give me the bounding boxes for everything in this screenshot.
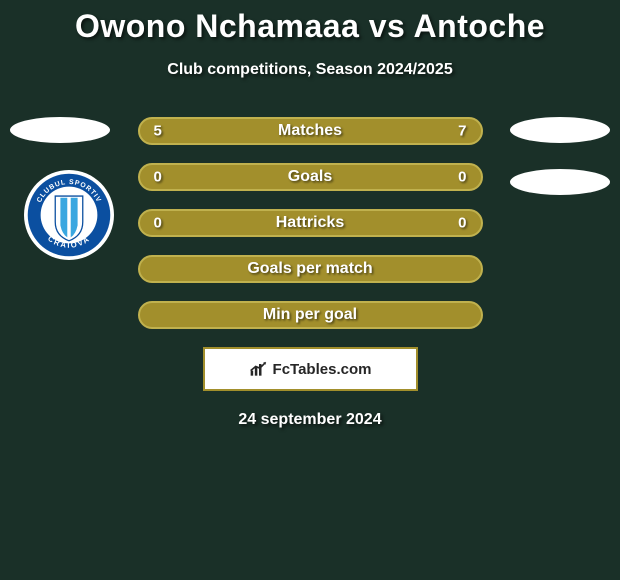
attribution-text: FcTables.com [273,361,372,378]
subtitle: Club competitions, Season 2024/2025 [0,61,620,79]
stat-value-left: 5 [154,123,162,140]
attribution-badge: FcTables.com [203,347,418,391]
stat-label: Min per goal [263,306,357,324]
page-title: Owono Nchamaaa vs Antoche [0,8,620,45]
club-badge: CLUBUL SPORTIV CRAIOVA [24,170,114,260]
stat-row-goals: 0 Goals 0 [138,163,483,191]
stat-row-min-per-goal: Min per goal [138,301,483,329]
club-badge-icon: CLUBUL SPORTIV CRAIOVA [26,172,112,258]
stat-label: Matches [278,122,342,140]
chart-icon [249,360,269,378]
stat-value-left: 0 [154,215,162,232]
stat-row-goals-per-match: Goals per match [138,255,483,283]
stat-label: Goals [288,168,332,186]
placeholder-oval-bottom-right [510,169,610,195]
stat-value-right: 0 [458,169,466,186]
placeholder-oval-top-left [10,117,110,143]
stat-row-hattricks: 0 Hattricks 0 [138,209,483,237]
placeholder-oval-top-right [510,117,610,143]
date-text: 24 september 2024 [0,411,620,429]
stat-label: Hattricks [276,214,344,232]
stat-row-matches: 5 Matches 7 [138,117,483,145]
stats-area: CLUBUL SPORTIV CRAIOVA 5 Matches 7 0 Goa… [0,117,620,429]
stat-value-right: 7 [458,123,466,140]
stat-label: Goals per match [247,260,372,278]
stat-value-right: 0 [458,215,466,232]
stat-value-left: 0 [154,169,162,186]
